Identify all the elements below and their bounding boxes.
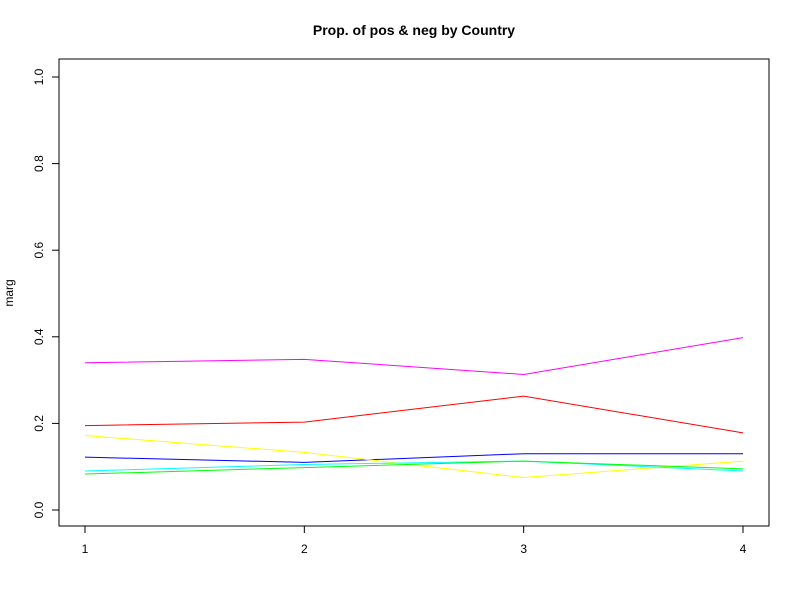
series-lines	[84, 337, 744, 479]
x-tick-label: 2	[301, 542, 308, 556]
series-line-6	[84, 460, 744, 475]
x-tick-label: 4	[740, 542, 747, 556]
series-line-3	[84, 453, 743, 463]
y-tick-label: 0.0	[32, 501, 46, 518]
y-tick-label: 0.4	[32, 328, 46, 345]
x-tick-label: 3	[520, 542, 527, 556]
plot-frame	[58, 58, 770, 527]
series-line-2	[84, 395, 744, 434]
x-tick-label: 1	[82, 542, 89, 556]
y-tick-label: 0.8	[32, 155, 46, 172]
y-tick-label: 1.0	[32, 68, 46, 85]
chart-title: Prop. of pos & neg by Country	[313, 22, 515, 38]
series-line-4	[84, 435, 744, 479]
series-line-5	[84, 460, 744, 472]
y-axis-label: marg	[2, 279, 16, 306]
y-axis: 0.0 0.2 0.4 0.6 0.8 1.0	[32, 68, 60, 518]
x-axis: 1 2 3 4	[82, 525, 747, 556]
y-tick-label: 0.6	[32, 242, 46, 259]
y-tick-label: 0.2	[32, 415, 46, 432]
series-line-1	[84, 337, 744, 375]
